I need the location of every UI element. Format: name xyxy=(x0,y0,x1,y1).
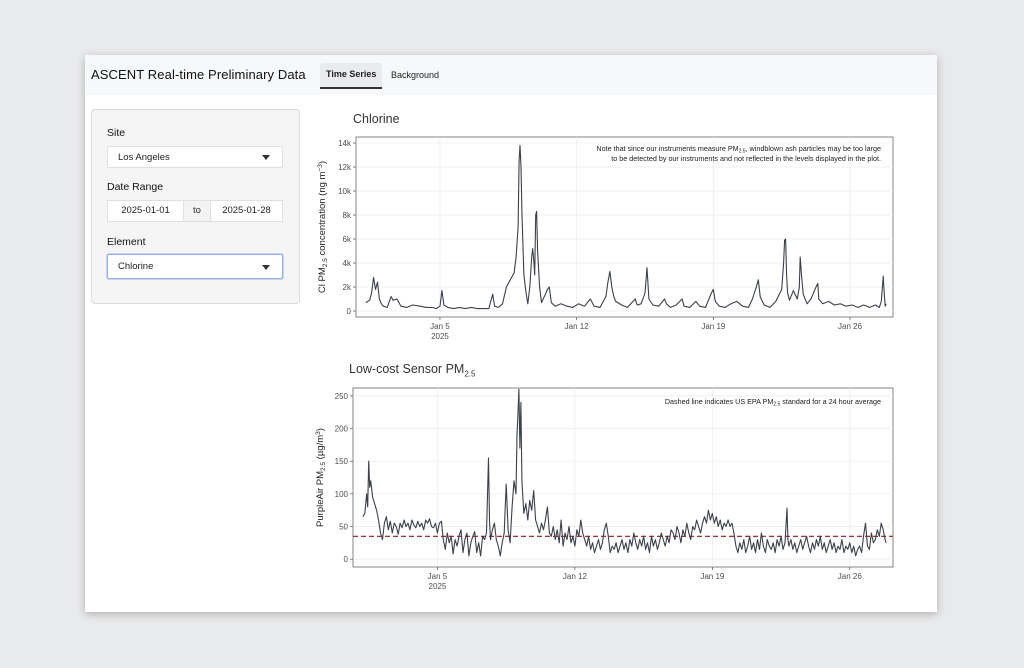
element-select[interactable]: Chlorine xyxy=(107,254,283,279)
tab-background[interactable]: Background xyxy=(391,70,440,80)
chart-note-part: , windblown ash particles may be too lar… xyxy=(746,144,881,153)
y-tick-label: 10k xyxy=(338,187,352,196)
chart-note: to be detected by our instruments and no… xyxy=(611,154,881,163)
y-tick-label: 14k xyxy=(338,139,352,148)
chart-note-part: 2.5 xyxy=(739,149,746,155)
y-axis-label-part: concentration (ng m xyxy=(317,171,328,258)
y-axis-label-part: ) xyxy=(315,428,326,431)
y-axis-label-part: (µg/m xyxy=(315,435,326,462)
pm25-chart-title: Low-cost Sensor PM2.5 xyxy=(349,362,476,379)
app-title: ASCENT Real-time Preliminary Data xyxy=(91,67,306,82)
y-tick-label: 150 xyxy=(335,457,349,466)
x-tick-label: Jan 12 xyxy=(565,322,590,331)
y-axis-label-part: 3 xyxy=(315,431,322,435)
x-tick-label: Jan 19 xyxy=(700,572,725,581)
chart-note-part: standard for a 24 hour average xyxy=(780,397,881,406)
site-select[interactable]: Los Angeles xyxy=(107,146,283,168)
plot-panel xyxy=(355,136,894,318)
chart-note: Dashed line indicates US EPA PM2.5 stand… xyxy=(665,397,881,408)
navbar: ASCENT Real-time Preliminary Data Time S… xyxy=(85,55,937,95)
plot-panel xyxy=(352,387,894,568)
site-select-value: Los Angeles xyxy=(118,152,170,163)
caret-down-icon xyxy=(262,155,270,160)
y-tick-label: 50 xyxy=(339,522,348,531)
x-tick-label: Jan 5 xyxy=(430,322,450,331)
y-axis-label: PurpleAir PM2.5 (µg/m3) xyxy=(315,428,327,527)
y-tick-label: 4k xyxy=(343,259,352,268)
site-label: Site xyxy=(107,127,126,139)
y-axis-label-part: ) xyxy=(317,161,328,164)
y-tick-label: 2k xyxy=(343,283,352,292)
element-label: Element xyxy=(107,236,146,248)
y-axis-label-part: PurpleAir PM xyxy=(315,471,326,527)
y-tick-label: 200 xyxy=(335,425,349,434)
element-select-value: Chlorine xyxy=(118,261,154,272)
y-axis-label-part: 2.5 xyxy=(320,462,327,471)
tab-time-series[interactable]: Time Series xyxy=(320,63,383,89)
y-tick-label: 6k xyxy=(343,235,352,244)
x-tick-year-label: 2025 xyxy=(431,332,449,341)
y-tick-label: 12k xyxy=(338,163,352,172)
x-tick-label: Jan 26 xyxy=(838,322,863,331)
chart-note-part: 2.5 xyxy=(773,402,780,408)
x-tick-label: Jan 19 xyxy=(701,322,726,331)
chart-note: Note that since our instruments measure … xyxy=(596,144,881,155)
y-tick-label: 0 xyxy=(347,307,352,316)
date-range-label: Date Range xyxy=(107,181,164,193)
date-start-input[interactable]: 2025-01-01 xyxy=(107,200,184,222)
series-line xyxy=(365,144,887,310)
caret-down-icon xyxy=(262,265,270,270)
app-window: ASCENT Real-time Preliminary Data Time S… xyxy=(85,55,937,612)
y-tick-label: 0 xyxy=(344,555,349,564)
chart-note-part: Dashed line indicates US EPA PM xyxy=(665,397,774,406)
chart-note-part: to be detected by our instruments and no… xyxy=(611,154,881,163)
y-tick-label: 100 xyxy=(335,490,349,499)
chart-note-part: Note that since our instruments measure … xyxy=(596,144,738,153)
series-line xyxy=(362,388,887,557)
sidebar-panel: Site Los Angeles Date Range 2025-01-01 t… xyxy=(91,109,300,304)
date-range-separator: to xyxy=(184,200,210,222)
date-end-input[interactable]: 2025-01-28 xyxy=(210,200,283,222)
x-tick-label: Jan 5 xyxy=(428,572,448,581)
y-axis-label: Cl PM2.5 concentration (ng m−3) xyxy=(317,161,329,293)
y-tick-label: 8k xyxy=(343,211,352,220)
y-tick-label: 250 xyxy=(335,392,349,401)
x-tick-year-label: 2025 xyxy=(429,582,447,591)
y-axis-label-part: Cl PM xyxy=(317,267,328,293)
x-tick-label: Jan 26 xyxy=(838,572,863,581)
y-axis-label-part: −3 xyxy=(317,164,324,172)
y-axis-label-part: 2.5 xyxy=(322,258,329,267)
x-tick-label: Jan 12 xyxy=(563,572,588,581)
chlorine-chart-title: Chlorine xyxy=(353,112,400,126)
